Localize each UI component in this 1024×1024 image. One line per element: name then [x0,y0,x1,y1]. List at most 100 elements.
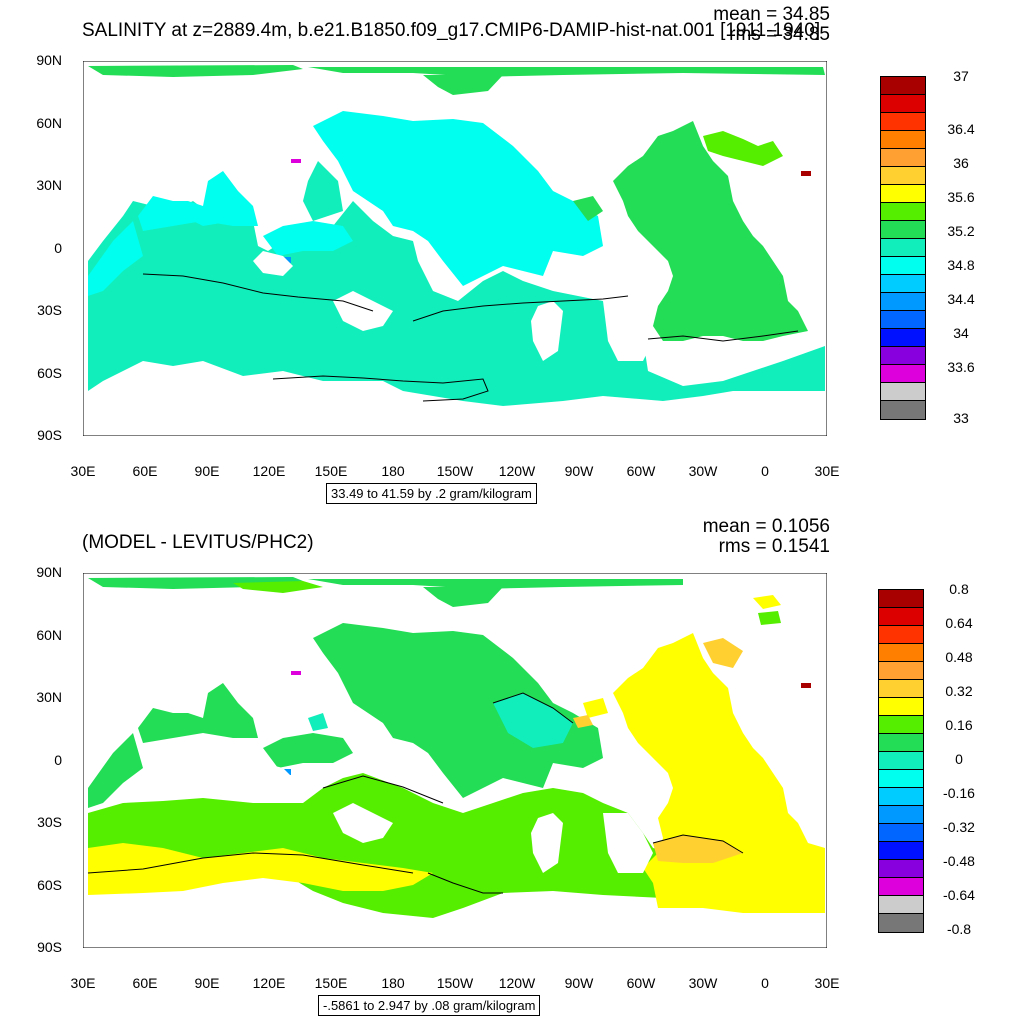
lon-label: 120W [498,975,536,991]
lon-label: 60E [132,975,158,991]
lat-label: 30N [36,177,62,193]
colorbar-label: -0.16 [943,785,975,801]
colorbar-label: 0 [955,751,963,767]
colorbar-swatch [879,644,923,662]
colorbar-swatch [881,203,925,221]
lon-label: 60E [132,463,158,479]
lat-label: 60N [36,627,62,643]
colorbar-label: 37 [953,68,969,84]
lat-label: 30S [37,814,62,830]
colorbar-label: 0.48 [945,649,973,665]
lat-label: 60S [37,365,62,381]
panel-title: (MODEL - LEVITUS/PHC2) [82,532,314,553]
lon-label: 90E [194,463,220,479]
colorbar-label: 35.2 [947,223,975,239]
colorbar-swatch [879,752,923,770]
colorbar-swatch [879,590,923,608]
lat-label: 90S [37,427,62,443]
colorbar-label: -0.32 [943,819,975,835]
map-canvas [83,573,827,948]
lat-label: 60S [37,877,62,893]
lon-label: 180 [381,975,405,991]
mean-stat: mean = 34.85 [713,4,830,25]
rms-stat: rms = 34.85 [729,24,830,45]
colorbar-swatch [879,662,923,680]
panel-title: SALINITY at z=2889.4m, b.e21.B1850.f09_g… [82,20,821,41]
lon-label: 30E [70,463,96,479]
colorbar-swatches [880,76,926,420]
rms-stat: rms = 0.1541 [718,536,830,557]
lat-label: 90N [36,564,62,580]
colorbar-swatch [879,878,923,896]
colorbar-swatches [878,589,924,933]
lon-label: 30E [814,975,840,991]
colorbar-label: 36 [953,155,969,171]
colorbar-label: 0.64 [945,615,973,631]
lon-label: 0 [761,975,769,991]
lon-label: 120W [498,463,536,479]
colorbar-swatch [881,347,925,365]
colorbar-swatch [881,239,925,257]
colorbar-swatch [881,365,925,383]
colorbar-swatch [881,383,925,401]
lon-label: 90E [194,975,220,991]
salinity-map [83,61,827,436]
colorbar-swatch [879,914,923,932]
colorbar-swatch [879,806,923,824]
lon-label: 30W [688,463,718,479]
colorbar-swatch [881,167,925,185]
colorbar-label: -0.48 [943,853,975,869]
colorbar-swatch [879,860,923,878]
salinity-panel: SALINITY at z=2889.4m, b.e21.B1850.f09_g… [36,4,975,504]
mean-stat: mean = 0.1056 [702,516,830,537]
colorbar-label: 0.32 [945,683,973,699]
lon-label: 150W [436,463,474,479]
lat-label: 30S [37,302,62,318]
colorbar-label: 34.4 [947,291,975,307]
colorbar-swatch [879,734,923,752]
colorbar-label: -0.64 [943,887,975,903]
colorbar-swatch [879,608,923,626]
lon-label: 150E [314,975,348,991]
colorbar-swatch [879,788,923,806]
colorbar-swatch [879,770,923,788]
colorbar-swatch [881,329,925,347]
lat-label: 0 [54,752,62,768]
colorbar-label: 33.6 [947,359,975,375]
difference-panel: (MODEL - LEVITUS/PHC2) mean = 0.1056 rms… [0,512,1024,1024]
lon-label: 60W [626,975,656,991]
colorbar-swatch [881,95,925,113]
colorbar-swatch [881,221,925,239]
colorbar-swatch [879,824,923,842]
colorbar-swatch [881,77,925,95]
colorbar-swatch [881,131,925,149]
contour-range-label: -.5861 to 2.947 by .08 gram/kilogram [318,995,541,1016]
lat-label: 90N [36,52,62,68]
colorbar-swatch [879,698,923,716]
colorbar-swatch [879,896,923,914]
colorbar-label: 35.6 [947,189,975,205]
lon-label: 150W [436,975,474,991]
lon-label: 120E [252,975,286,991]
lat-label: 0 [54,240,62,256]
colorbar-label: 36.4 [947,121,975,137]
lon-label: 120E [252,463,286,479]
colorbar-swatch [879,626,923,644]
lon-label: 30E [814,463,840,479]
colorbar-swatch [879,716,923,734]
lon-label: 90W [564,463,594,479]
lon-label: 180 [381,463,405,479]
lat-label: 60N [36,115,62,131]
lat-label: 90S [37,939,62,955]
colorbar-swatch [881,311,925,329]
colorbar-swatch [881,293,925,311]
colorbar-label: -0.8 [946,921,972,937]
colorbar-label: 0.8 [949,581,969,597]
colorbar-swatch [881,149,925,167]
lon-label: 30W [688,975,718,991]
difference-map [83,573,827,948]
map-canvas [83,61,827,436]
colorbar-swatch [881,185,925,203]
colorbar-swatch [881,275,925,293]
colorbar-label: 33 [953,410,969,426]
